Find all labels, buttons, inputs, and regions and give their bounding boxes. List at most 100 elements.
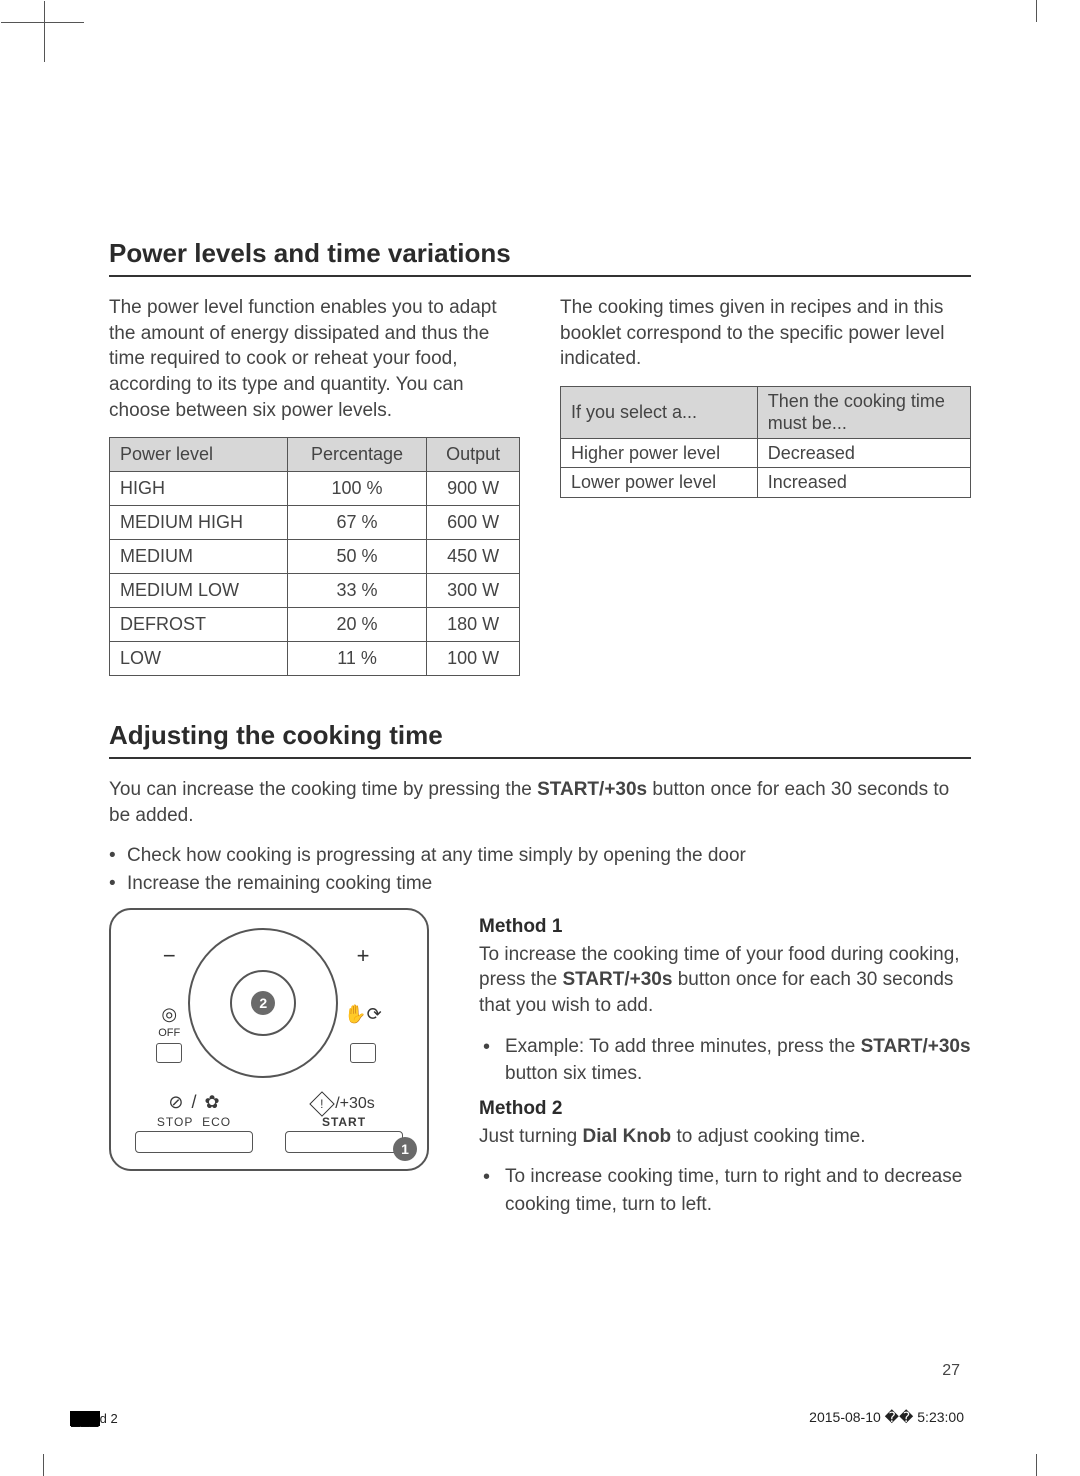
table-cell: 450 W xyxy=(427,540,520,574)
section1-columns: The power level function enables you to … xyxy=(109,295,971,676)
badge-1: 1 xyxy=(393,1137,417,1161)
section1-title: Power levels and time variations xyxy=(109,238,971,277)
m1-ex-pre: Example: To add three minutes, press the xyxy=(505,1036,861,1057)
pl-col-2: Output xyxy=(427,438,520,472)
pl-col-0: Power level xyxy=(110,438,288,472)
table-row: MEDIUM LOW33 %300 W xyxy=(110,574,520,608)
table-row: Higher power levelDecreased xyxy=(561,438,971,468)
select-table: If you select a... Then the cooking time… xyxy=(560,386,971,498)
off-icon: ◎ xyxy=(161,1005,177,1023)
s2-bullet-0: Check how cooking is progressing at any … xyxy=(109,842,971,870)
table-cell: HIGH xyxy=(110,472,288,506)
stop-icon: ⊘ xyxy=(168,1092,183,1113)
m2-pre: Just turning xyxy=(479,1126,583,1147)
crop-mark-tr xyxy=(996,22,1036,62)
table-cell: 20 % xyxy=(287,608,427,642)
section2-title: Adjusting the cooking time xyxy=(109,720,971,759)
method2-text: Just turning Dial Knob to adjust cooking… xyxy=(479,1124,971,1150)
start-diamond-icon: ! xyxy=(309,1091,334,1116)
control-panel-diagram: − ◎ OFF 2 + ✋⟳ xyxy=(109,908,429,1171)
footer-left-code: d 2 xyxy=(100,1411,118,1426)
table-row: MEDIUM HIGH67 %600 W xyxy=(110,506,520,540)
panel-right-icons: + ✋⟳ xyxy=(344,943,382,1063)
method1-bullets: Example: To add three minutes, press the… xyxy=(479,1033,971,1088)
page-number: 27 xyxy=(942,1362,960,1380)
m2-bullet: To increase cooking time, turn to right … xyxy=(479,1163,971,1218)
crop-mark-tl xyxy=(44,22,84,62)
hand-icon: ✋⟳ xyxy=(344,1005,382,1023)
power-level-table: Power level Percentage Output HIGH100 %9… xyxy=(109,437,520,676)
plus-icon: + xyxy=(357,943,370,969)
crop-mark-br xyxy=(996,1414,1036,1454)
stop-eco-label: STOP ECO xyxy=(157,1115,231,1129)
s2-bullet-1: Increase the remaining cooking time xyxy=(109,870,971,898)
plus30-label: /+30s xyxy=(335,1095,375,1113)
table-row: Lower power levelIncreased xyxy=(561,468,971,498)
table-cell: 900 W xyxy=(427,472,520,506)
section1-right: The cooking times given in recipes and i… xyxy=(560,295,971,676)
table-cell: 67 % xyxy=(287,506,427,540)
section2-intro: You can increase the cooking time by pre… xyxy=(109,777,971,828)
stop-eco-group: ⊘ / ✿ STOP ECO xyxy=(135,1092,253,1153)
table-cell: LOW xyxy=(110,642,288,676)
stop-eco-icons: ⊘ / ✿ xyxy=(168,1092,219,1113)
start-label: START xyxy=(322,1115,366,1129)
off-label: OFF xyxy=(158,1027,180,1039)
section1-left: The power level function enables you to … xyxy=(109,295,520,676)
panel-left-icons: − ◎ OFF xyxy=(156,943,182,1063)
slash: / xyxy=(191,1092,196,1113)
footer-right: 2015-08-10 �� 5:23:00 xyxy=(809,1409,964,1426)
method1-title: Method 1 xyxy=(479,916,971,938)
table-cell: MEDIUM xyxy=(110,540,288,574)
section2-bullets: Check how cooking is progressing at any … xyxy=(109,842,971,897)
right-mini-box xyxy=(350,1043,376,1063)
left-mini-box xyxy=(156,1043,182,1063)
start-group: ! /+30s START xyxy=(285,1095,403,1153)
button-row: ⊘ / ✿ STOP ECO ! /+30s START xyxy=(127,1092,411,1153)
table-cell: 33 % xyxy=(287,574,427,608)
table-row: MEDIUM50 %450 W xyxy=(110,540,520,574)
m1-ex-bold: START/+30s xyxy=(861,1036,971,1057)
panel-column: − ◎ OFF 2 + ✋⟳ xyxy=(109,908,439,1229)
method1-text: To increase the cooking time of your foo… xyxy=(479,942,971,1019)
table-cell: Higher power level xyxy=(561,438,758,468)
method2-title: Method 2 xyxy=(479,1098,971,1120)
table-cell: MEDIUM LOW xyxy=(110,574,288,608)
table-cell: 300 W xyxy=(427,574,520,608)
table-cell: 180 W xyxy=(427,608,520,642)
badge-2: 2 xyxy=(251,991,275,1015)
table-cell: 100 % xyxy=(287,472,427,506)
table-cell: Increased xyxy=(757,468,970,498)
m2-bold: Dial Knob xyxy=(583,1126,672,1147)
section2-columns: − ◎ OFF 2 + ✋⟳ xyxy=(109,908,971,1229)
dial-outer: 2 xyxy=(188,928,338,1078)
table-cell: 600 W xyxy=(427,506,520,540)
footer-left: ███d 2 xyxy=(70,1411,118,1426)
sel-col-1: Then the cooking time must be... xyxy=(757,386,970,438)
table-cell: 50 % xyxy=(287,540,427,574)
table-cell: 100 W xyxy=(427,642,520,676)
method2-bullets: To increase cooking time, turn to right … xyxy=(479,1163,971,1218)
minus-icon: − xyxy=(163,943,176,969)
sel-col-0: If you select a... xyxy=(561,386,758,438)
blank-label xyxy=(361,1027,364,1039)
table-cell: Decreased xyxy=(757,438,970,468)
m1-example: Example: To add three minutes, press the… xyxy=(479,1033,971,1088)
table-row: HIGH100 %900 W xyxy=(110,472,520,506)
pl-col-1: Percentage xyxy=(287,438,427,472)
methods-column: Method 1 To increase the cooking time of… xyxy=(479,908,971,1229)
table-cell: MEDIUM HIGH xyxy=(110,506,288,540)
m2-post: to adjust cooking time. xyxy=(671,1126,865,1147)
table-cell: Lower power level xyxy=(561,468,758,498)
eco-icon: ✿ xyxy=(205,1092,220,1113)
s2-intro-pre: You can increase the cooking time by pre… xyxy=(109,779,537,800)
table-cell: DEFROST xyxy=(110,608,288,642)
start-icons: ! /+30s xyxy=(313,1095,375,1113)
start-button-shape xyxy=(285,1131,403,1153)
m1-ex-post: button six times. xyxy=(505,1063,642,1084)
dial-inner: 2 xyxy=(230,970,296,1036)
eco-label: ECO xyxy=(202,1115,231,1129)
table-row: DEFROST20 %180 W xyxy=(110,608,520,642)
section1-right-intro: The cooking times given in recipes and i… xyxy=(560,295,971,372)
stop-label: STOP xyxy=(157,1115,193,1129)
